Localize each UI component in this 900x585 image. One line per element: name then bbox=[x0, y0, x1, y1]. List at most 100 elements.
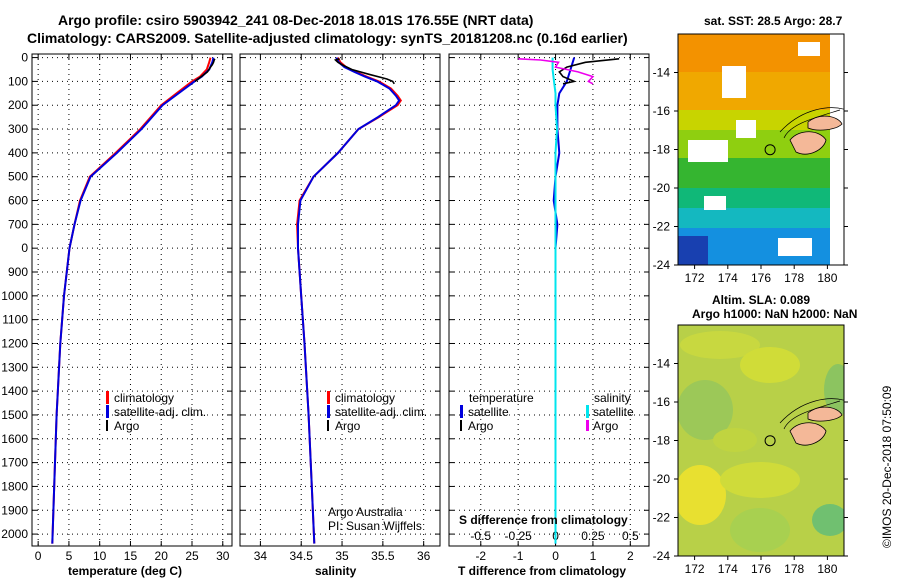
legend-argo: Argo bbox=[335, 419, 361, 433]
ticks: 0100200300400500600700090010001100120013… bbox=[1, 51, 649, 563]
map-lon-label: 176 bbox=[751, 271, 771, 285]
s-diff-tick-label: 0.5 bbox=[622, 529, 639, 543]
legend-temperature-heading: temperature bbox=[469, 391, 534, 405]
legend-satellite: satellite-adj. clim. bbox=[335, 405, 427, 419]
depth-tick-label: 1000 bbox=[1, 289, 28, 303]
x-tick-label: 15 bbox=[124, 549, 138, 563]
depth-tick-label: 1500 bbox=[1, 408, 28, 422]
map-lat-label: -20 bbox=[653, 472, 671, 486]
map-lat-label: -14 bbox=[653, 357, 671, 371]
map-lat-label: -22 bbox=[653, 511, 671, 525]
map-ticks: 172 174 176 178 180 -14 -16 -18 -20 -22 -24 172 174 1… bbox=[653, 66, 848, 576]
legend-argo: Argo bbox=[114, 419, 140, 433]
depth-tick-label: 700 bbox=[8, 217, 28, 231]
series-s-satellite bbox=[551, 57, 559, 544]
reef-outline bbox=[779, 398, 844, 424]
legend-s-satellite: satellite bbox=[593, 405, 634, 419]
difference-legend: temperature salinity satellite Argo sate… bbox=[460, 391, 634, 433]
depth-tick-label: 1700 bbox=[1, 456, 28, 470]
x-tick-label: 0 bbox=[35, 549, 42, 563]
depth-tick-label: 600 bbox=[8, 194, 28, 208]
sst-band bbox=[678, 158, 844, 190]
map-lat-label: -16 bbox=[653, 395, 671, 409]
depth-tick-label: 1400 bbox=[1, 384, 28, 398]
sst-band bbox=[678, 236, 708, 265]
map-lon-label: 178 bbox=[784, 562, 804, 576]
title-line-2: Climatology: CARS2009. Satellite-adjuste… bbox=[27, 30, 628, 46]
reef-outline bbox=[783, 109, 841, 139]
credit-line-2: PI: Susan Wijffels bbox=[328, 519, 422, 533]
sla-patch bbox=[720, 462, 800, 498]
reef-outline bbox=[783, 400, 841, 430]
sla-patch bbox=[740, 347, 800, 383]
depth-tick-label: 500 bbox=[8, 170, 28, 184]
legend-climatology: climatology bbox=[114, 391, 174, 405]
island-vanua-levu bbox=[807, 115, 843, 131]
legend-climatology: climatology bbox=[335, 391, 395, 405]
depth-tick-label: 1200 bbox=[1, 336, 28, 350]
x-tick-label: 10 bbox=[93, 549, 107, 563]
map-lon-label: 180 bbox=[817, 562, 837, 576]
map-lat-label: -18 bbox=[653, 434, 671, 448]
sla-patch bbox=[824, 364, 844, 416]
legend-swatch-argo bbox=[327, 420, 329, 431]
legend-swatch-climatology bbox=[327, 391, 330, 404]
legend-salinity-heading: salinity bbox=[594, 391, 631, 405]
x-tick-label: 35.5 bbox=[371, 549, 395, 563]
x-tick-label: 34.5 bbox=[290, 549, 314, 563]
depth-tick-label: 200 bbox=[8, 98, 28, 112]
sst-cloud-gap bbox=[736, 120, 756, 138]
sst-cloud-gap bbox=[688, 140, 728, 162]
sst-band bbox=[678, 208, 844, 230]
map-lon-label: 176 bbox=[751, 562, 771, 576]
legend-swatch-satellite bbox=[327, 405, 330, 418]
map-lon-label: 178 bbox=[784, 271, 804, 285]
x-tick-label: 35 bbox=[335, 549, 349, 563]
sst-cloud-gap bbox=[722, 66, 746, 98]
sla-patch bbox=[678, 380, 733, 440]
s-diff-tick-label: -0.25 bbox=[504, 529, 532, 543]
sla-map-subtitle: Argo h1000: NaN h2000: NaN bbox=[692, 307, 857, 321]
difference-panel bbox=[448, 53, 650, 547]
profiles bbox=[51, 57, 620, 544]
sst-cloud-gap bbox=[830, 34, 844, 265]
x-tick-label: 36 bbox=[417, 549, 431, 563]
map-lat-label: -18 bbox=[653, 143, 671, 157]
island-vanua-levu bbox=[807, 406, 843, 422]
temperature-panel bbox=[31, 53, 233, 547]
depth-tick-label: 1100 bbox=[2, 313, 28, 327]
salinity-legend: climatology satellite-adj. clim. Argo bbox=[327, 391, 427, 433]
legend-t-argo: Argo bbox=[468, 419, 494, 433]
x-tick-label: -2 bbox=[475, 549, 486, 563]
salinity-axis-label: salinity bbox=[315, 564, 357, 578]
x-tick-label: 1 bbox=[590, 549, 597, 563]
legend-s-argo: Argo bbox=[593, 419, 619, 433]
x-tick-label: 25 bbox=[185, 549, 199, 563]
sst-cloud-gap bbox=[778, 238, 812, 256]
salinity-panel bbox=[239, 53, 441, 547]
series-t-argo bbox=[558, 58, 620, 85]
s-difference-axis-label: S difference from climatology bbox=[459, 513, 628, 527]
map-lat-label: -22 bbox=[653, 220, 671, 234]
sst-map-title: sat. SST: 28.5 Argo: 28.7 bbox=[704, 14, 843, 28]
legend-t-satellite: satellite bbox=[468, 405, 509, 419]
depth-tick-label: 1600 bbox=[1, 432, 28, 446]
sla-patch bbox=[812, 504, 844, 536]
series-satellite-adj-clim- bbox=[51, 57, 215, 544]
legend-swatch-t-argo bbox=[460, 420, 462, 431]
sst-cloud-gap bbox=[798, 42, 820, 56]
x-tick-label: 2 bbox=[627, 549, 634, 563]
series-s-argo bbox=[518, 58, 595, 85]
sla-patch bbox=[713, 428, 757, 452]
depth-tick-label: 400 bbox=[8, 146, 28, 160]
credit-line-1: Argo Australia bbox=[328, 505, 403, 519]
sla-map-title: Altim. SLA: 0.089 bbox=[712, 293, 810, 307]
x-tick-label: -1 bbox=[513, 549, 524, 563]
legend-swatch-argo bbox=[106, 420, 108, 431]
x-tick-label: 5 bbox=[66, 549, 73, 563]
legend-satellite: satellite-adj. clim. bbox=[114, 405, 206, 419]
legend-swatch-s-argo bbox=[586, 420, 589, 431]
depth-tick-label: 2000 bbox=[1, 527, 28, 541]
map-lon-label: 172 bbox=[685, 271, 705, 285]
series-argo bbox=[194, 58, 216, 83]
